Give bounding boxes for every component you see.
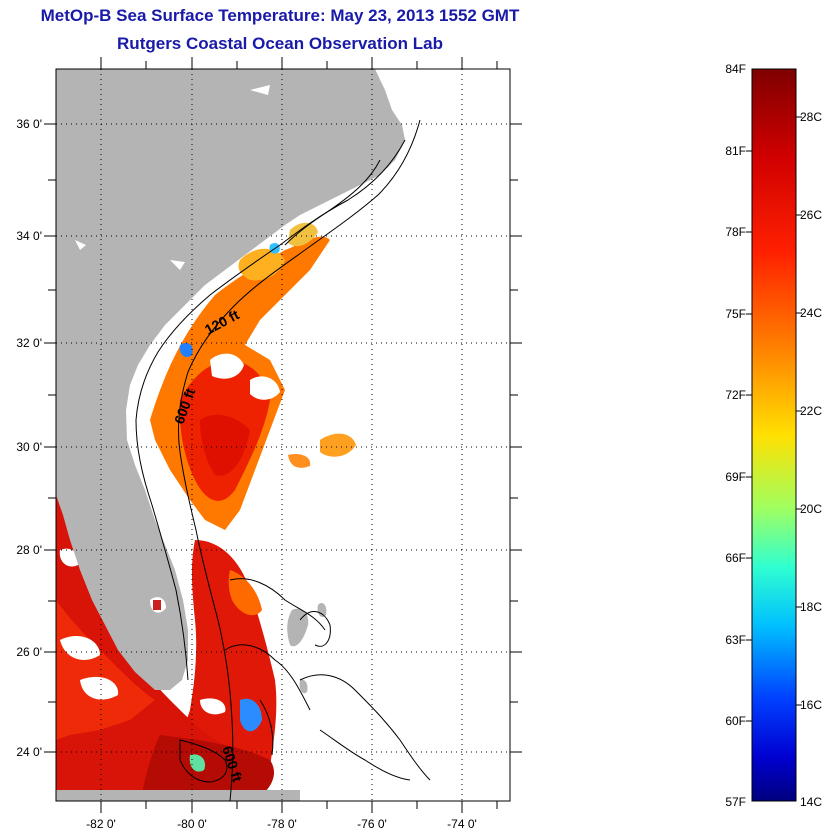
colorbar-c-label-20: 20C: [800, 502, 822, 516]
colorbar-gradient: [751, 68, 797, 802]
lat-label-34: 34 0': [16, 229, 42, 243]
colorbar-c-label-18: 18C: [800, 600, 822, 614]
colorbar-c-label-22: 22C: [800, 404, 822, 418]
bathymetry-contours: [135, 119, 431, 801]
sst-field: [56, 222, 356, 801]
tick-marks: [44, 57, 522, 813]
map-border: [55, 68, 511, 802]
colorbar-f-label-63: 63F: [725, 633, 746, 647]
lon-label-76: -76 0': [357, 817, 387, 831]
lat-label-30: 30 0': [16, 440, 42, 454]
colorbar-f-label-57: 57F: [725, 795, 746, 809]
map-subtitle: Rutgers Coastal Ocean Observation Lab: [117, 34, 443, 53]
graticule: [56, 69, 510, 801]
lat-label-24: 24 0': [16, 745, 42, 759]
colorbar-f-label-69: 69F: [725, 470, 746, 484]
lakes: [75, 85, 270, 613]
lon-label-80: -80 0': [177, 817, 207, 831]
colorbar-f-label-75: 75F: [725, 307, 746, 321]
colorbar-f-label-81: 81F: [725, 144, 746, 158]
colorbar-f-label-60: 60F: [725, 714, 746, 728]
colorbar-c-label-26: 26C: [800, 208, 822, 222]
colorbar-c-label-24: 24C: [800, 306, 822, 320]
lat-label-32: 32 0': [16, 336, 42, 350]
colorbar-f-label-72: 72F: [725, 388, 746, 402]
land-mask: [56, 69, 405, 801]
cloud-mask: [59, 353, 280, 715]
map-title: MetOp-B Sea Surface Temperature: May 23,…: [40, 6, 520, 25]
lat-label-26: 26 0': [16, 645, 42, 659]
colorbar-f-label-84: 84F: [725, 62, 746, 76]
lon-label-78: -78 0': [267, 817, 297, 831]
lon-label-82: -82 0': [86, 817, 116, 831]
colorbar-c-label-28: 28C: [800, 110, 822, 124]
colorbar-f-label-78: 78F: [725, 225, 746, 239]
colorbar-f-label-66: 66F: [725, 551, 746, 565]
lon-label-74: -74 0': [447, 817, 477, 831]
lat-label-28: 28 0': [16, 543, 42, 557]
colorbar-c-label-14: 14C: [800, 795, 822, 809]
colorbar-c-label-16: 16C: [800, 698, 822, 712]
map-content: [56, 69, 510, 801]
colorbar-ticks: [746, 116, 802, 722]
lat-label-36: 36 0': [16, 117, 42, 131]
